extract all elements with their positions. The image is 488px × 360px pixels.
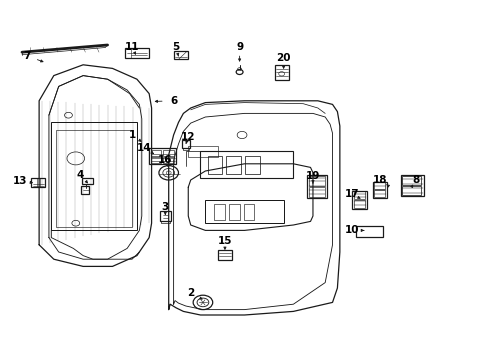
Text: 2: 2 [187, 288, 194, 298]
Bar [51, 122, 137, 230]
Bar [228, 204, 239, 220]
Text: 11: 11 [124, 42, 139, 52]
Bar [214, 204, 224, 220]
Text: 1: 1 [128, 130, 135, 140]
Bar [373, 182, 384, 189]
Bar [306, 175, 326, 198]
Text: 16: 16 [158, 155, 172, 165]
Bar [173, 51, 188, 59]
Bar [274, 65, 289, 80]
Bar [351, 191, 366, 209]
Text: 14: 14 [137, 143, 151, 153]
Bar [205, 200, 283, 223]
Bar [402, 186, 420, 195]
Bar [226, 156, 241, 174]
Bar [200, 151, 293, 178]
Bar [207, 156, 222, 174]
Bar [402, 176, 420, 185]
Bar [160, 211, 171, 221]
Text: 6: 6 [170, 96, 177, 106]
Bar [308, 176, 325, 186]
Text: 20: 20 [276, 53, 290, 63]
Bar [243, 204, 254, 220]
Bar [163, 157, 173, 163]
Text: 17: 17 [344, 189, 359, 199]
Text: 18: 18 [372, 175, 387, 185]
Bar [82, 178, 93, 184]
Text: 19: 19 [305, 171, 320, 181]
Bar [372, 182, 386, 198]
Text: 15: 15 [217, 236, 232, 246]
Bar [400, 175, 424, 196]
Bar [353, 191, 365, 199]
Bar [31, 178, 45, 187]
Bar [188, 146, 217, 157]
Text: 13: 13 [13, 176, 28, 186]
Text: 10: 10 [344, 225, 359, 235]
Text: 4: 4 [77, 170, 84, 180]
Bar [163, 150, 173, 156]
Bar [217, 250, 232, 260]
Bar [373, 190, 384, 197]
Bar [182, 140, 189, 148]
Bar [308, 187, 325, 197]
Bar [355, 226, 382, 237]
Text: 8: 8 [411, 175, 418, 185]
Text: 3: 3 [162, 202, 168, 212]
Text: 7: 7 [23, 51, 31, 61]
Bar [81, 186, 89, 194]
Bar [245, 156, 260, 174]
Text: 9: 9 [236, 42, 243, 52]
Text: 5: 5 [172, 42, 179, 52]
Bar [353, 200, 365, 208]
Bar [149, 148, 176, 164]
Bar [150, 150, 161, 156]
Bar [150, 157, 161, 163]
Bar [124, 48, 149, 58]
Text: 12: 12 [181, 132, 195, 142]
Bar [56, 130, 132, 227]
